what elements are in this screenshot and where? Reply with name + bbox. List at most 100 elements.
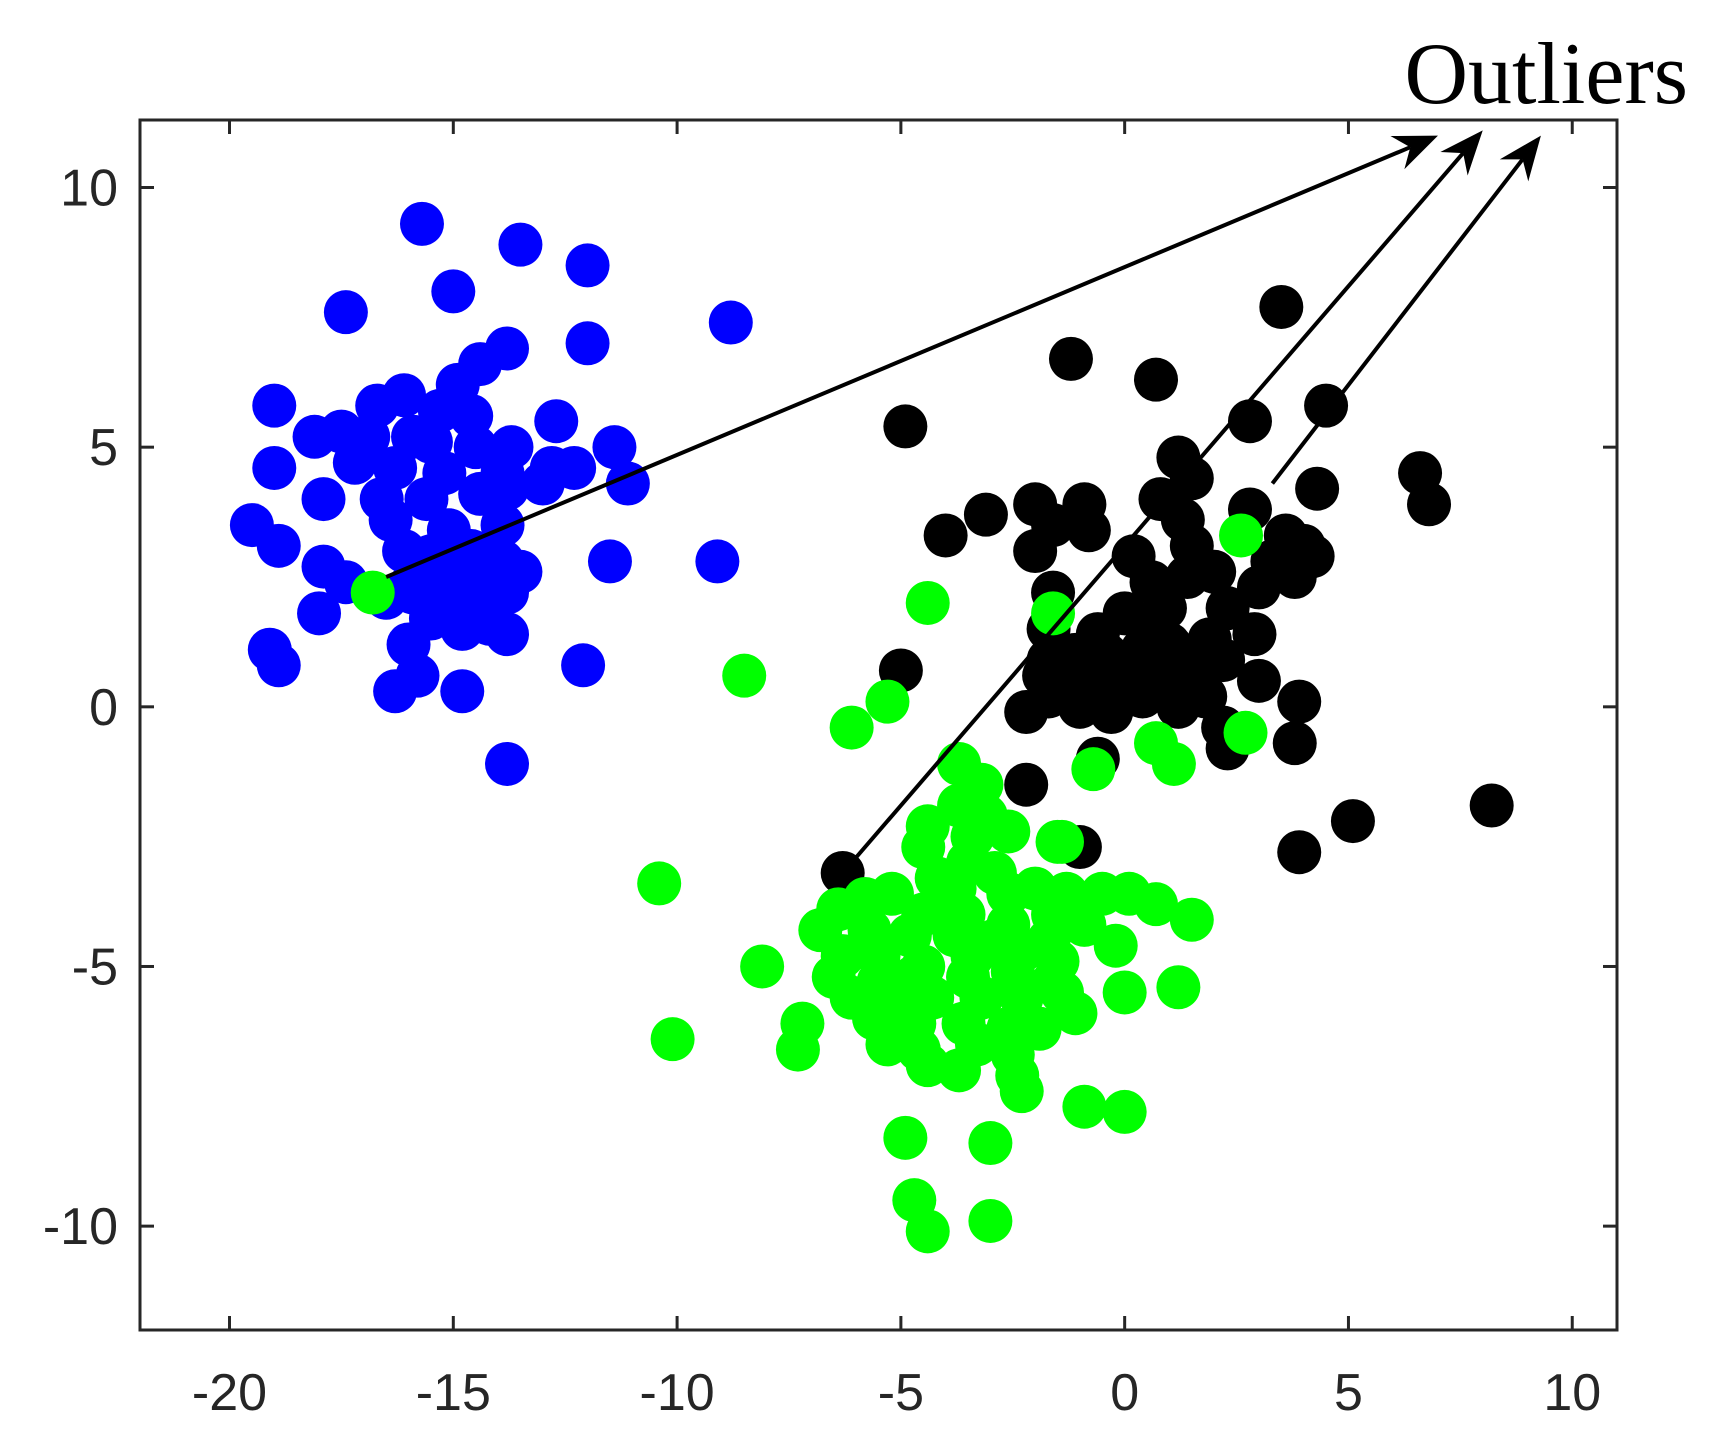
data-point (775, 1027, 820, 1072)
x-tick-label: -5 (878, 1364, 924, 1422)
data-point (1133, 882, 1178, 927)
data-point (534, 399, 579, 444)
data-point (1219, 513, 1264, 558)
data-point (485, 741, 530, 786)
data-point (865, 679, 910, 724)
data-point (350, 570, 395, 615)
data-point (1223, 710, 1268, 755)
x-tick-label: -10 (640, 1364, 715, 1422)
data-point (1102, 970, 1147, 1015)
data-point (323, 290, 368, 335)
data-point (297, 591, 342, 636)
data-point (1062, 1084, 1107, 1129)
data-point (382, 373, 427, 418)
data-point (520, 461, 565, 506)
data-point (440, 669, 485, 714)
data-point (963, 492, 1008, 537)
arrow-line (1270, 158, 1525, 485)
arrow-head (1440, 130, 1483, 176)
data-point (1151, 741, 1196, 786)
data-point (256, 643, 301, 688)
data-point (485, 466, 530, 511)
data-point (1156, 965, 1201, 1010)
data-point (565, 243, 610, 288)
y-tick-label: -5 (72, 938, 118, 996)
data-point (1201, 638, 1246, 683)
y-tick-label: -10 (43, 1198, 118, 1256)
y-tick-label: 10 (60, 160, 118, 218)
arrow-line (385, 145, 1412, 579)
data-point (740, 944, 785, 989)
data-point (431, 269, 476, 314)
data-point (561, 643, 606, 688)
data-point (1062, 902, 1107, 947)
data-point (923, 513, 968, 558)
data-point (252, 445, 297, 490)
data-point (1277, 679, 1322, 724)
data-point (1304, 383, 1349, 428)
data-point (1169, 456, 1214, 501)
data-point (1236, 565, 1281, 610)
data-point (252, 383, 297, 428)
data-point (1277, 830, 1322, 875)
data-point (1053, 991, 1098, 1036)
data-point (1192, 549, 1237, 594)
data-point (565, 321, 610, 366)
data-point (637, 861, 682, 906)
y-tick-label: 0 (89, 679, 118, 737)
arrow-head (1390, 135, 1438, 170)
x-tick-label: 0 (1110, 1364, 1139, 1422)
data-point (1133, 357, 1178, 402)
x-tick-label: -15 (416, 1364, 491, 1422)
data-point (968, 1121, 1013, 1166)
data-point (404, 477, 449, 522)
data-point (373, 669, 418, 714)
data-point (1031, 591, 1076, 636)
data-point (1330, 799, 1375, 844)
data-point (485, 612, 530, 657)
x-tick-label: -20 (192, 1364, 267, 1422)
data-point (905, 1209, 950, 1254)
data-point (1259, 284, 1304, 329)
arrow-line (841, 151, 1465, 875)
points-layer (229, 201, 1514, 1254)
data-point (1232, 612, 1277, 657)
data-point (399, 201, 444, 246)
data-point (986, 809, 1031, 854)
data-point (301, 477, 346, 522)
data-point (999, 1069, 1044, 1114)
data-point (1066, 508, 1111, 553)
data-point (1272, 554, 1317, 599)
data-point (256, 523, 301, 568)
y-tick-label: 5 (89, 419, 118, 477)
data-point (1093, 923, 1138, 968)
x-tick-label: 10 (1543, 1364, 1601, 1422)
data-point (1295, 466, 1340, 511)
outliers-annotation: Outliers (1404, 26, 1688, 123)
x-tick-label: 5 (1334, 1364, 1363, 1422)
data-point (722, 653, 767, 698)
data-point (1071, 747, 1116, 792)
ticks-layer: -20 -15 -10 -5 0 5 10 -10 -5 0 5 10 (43, 120, 1617, 1422)
data-point (829, 705, 874, 750)
data-point (592, 425, 637, 470)
data-point (1272, 721, 1317, 766)
data-point (937, 1048, 982, 1093)
data-point (695, 539, 740, 584)
data-point (883, 404, 928, 449)
data-point (498, 222, 543, 267)
axes-box (138, 118, 1619, 1332)
data-point (1236, 658, 1281, 703)
data-point (1102, 1089, 1147, 1134)
data-point (1013, 529, 1058, 574)
data-point (650, 1017, 695, 1062)
data-point (883, 1115, 928, 1160)
data-point (708, 300, 753, 345)
data-point (968, 1198, 1013, 1243)
data-point (480, 503, 525, 548)
data-point (1040, 819, 1085, 864)
data-point (1469, 783, 1514, 828)
data-point (587, 539, 632, 584)
data-point (1407, 482, 1452, 527)
